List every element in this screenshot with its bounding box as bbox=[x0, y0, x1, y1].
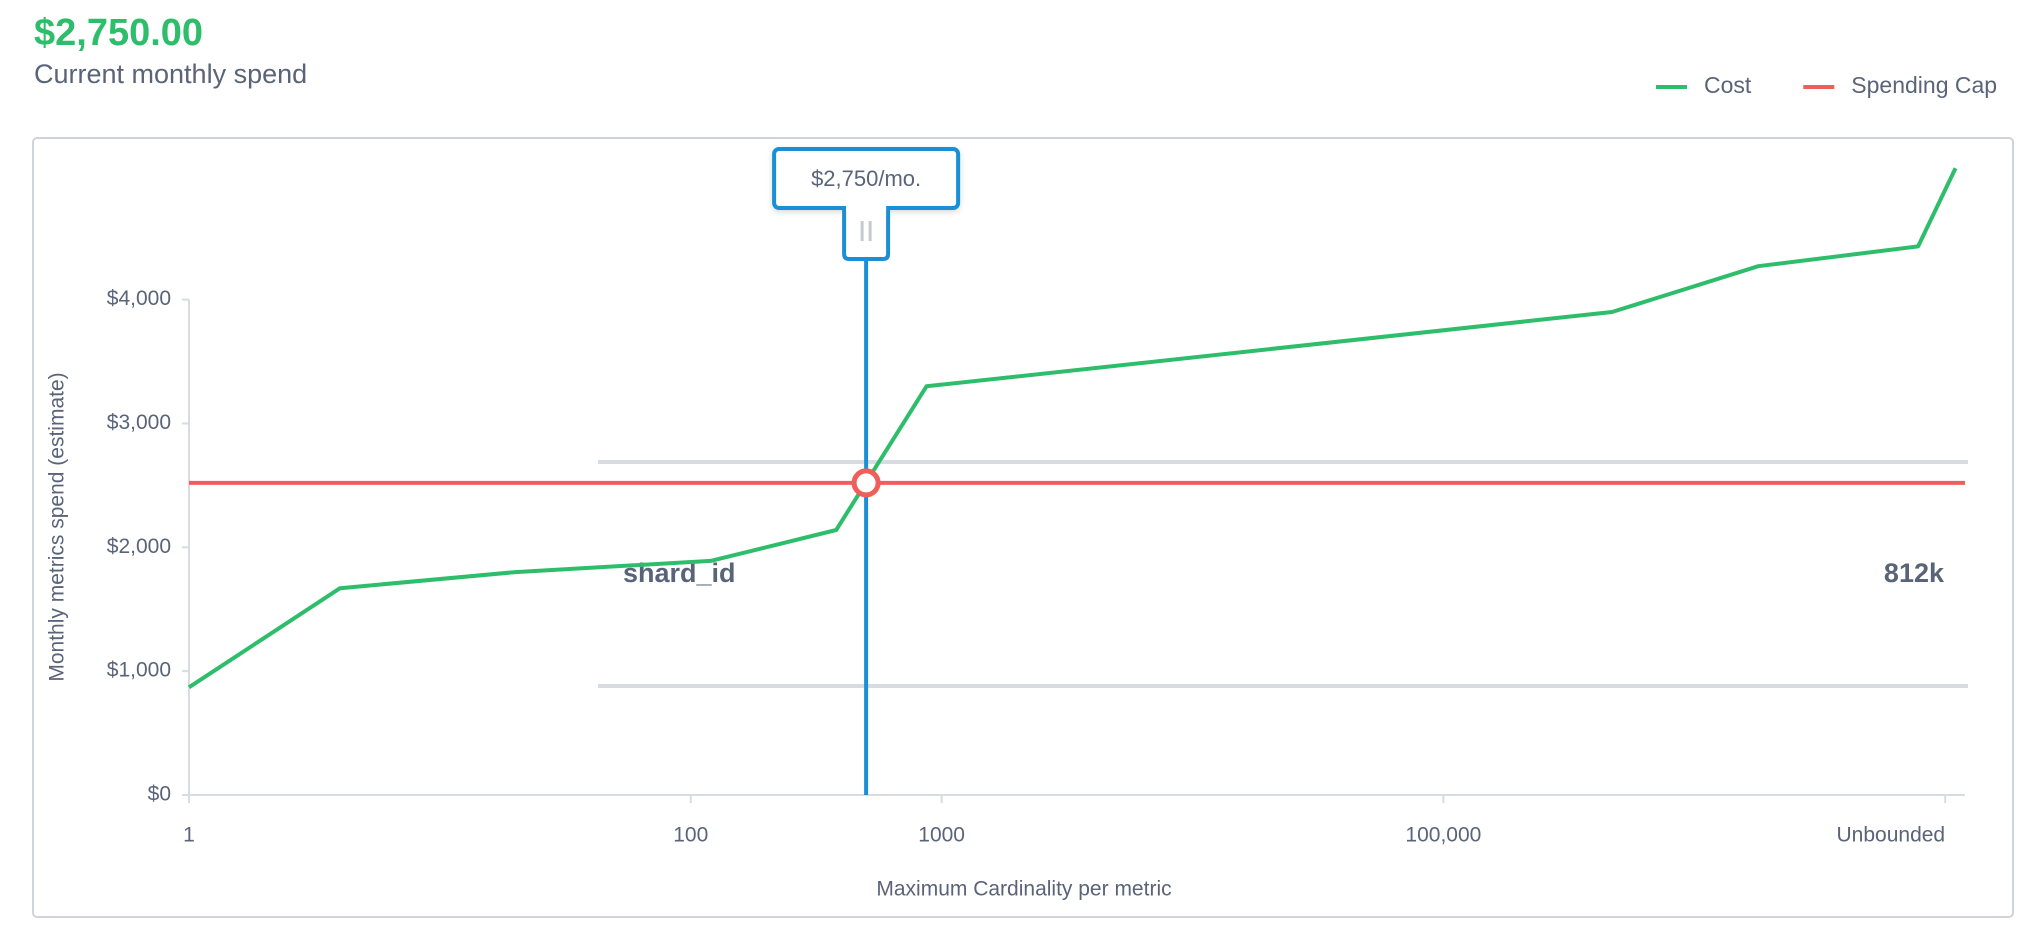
cap-intersection bbox=[851, 468, 881, 498]
x-tick-label: Unbounded bbox=[1837, 824, 1946, 847]
panel-value: 812k bbox=[1884, 558, 1945, 588]
x-tick-label: 1000 bbox=[918, 824, 965, 847]
cost-line bbox=[187, 167, 1958, 689]
current-amount: $2,750.00 bbox=[34, 12, 203, 54]
current-subtitle: Current monthly spend bbox=[34, 59, 307, 89]
y-axis-title: Monthly metrics spend (estimate) bbox=[46, 372, 69, 681]
cursor-handle bbox=[842, 206, 891, 261]
x-tick-label: 100,000 bbox=[1405, 824, 1481, 847]
legend-label: Spending Cap bbox=[1851, 72, 1997, 98]
x-tick-label: 1 bbox=[183, 824, 195, 847]
y-tick-label: $1,000 bbox=[107, 659, 171, 682]
tooltip-label: $2,750/mo. bbox=[811, 166, 921, 191]
x-tick-label: 100 bbox=[673, 824, 708, 847]
legend-label: Cost bbox=[1704, 72, 1752, 98]
handle-cover bbox=[846, 204, 887, 210]
y-tick-label: $4,000 bbox=[107, 287, 171, 310]
chart-frame bbox=[32, 137, 2014, 918]
y-tick-label: $2,000 bbox=[107, 535, 171, 558]
y-tick-label: $0 bbox=[148, 783, 171, 806]
y-tick-label: $3,000 bbox=[107, 411, 171, 434]
x-axis-title: Maximum Cardinality per metric bbox=[876, 878, 1171, 901]
